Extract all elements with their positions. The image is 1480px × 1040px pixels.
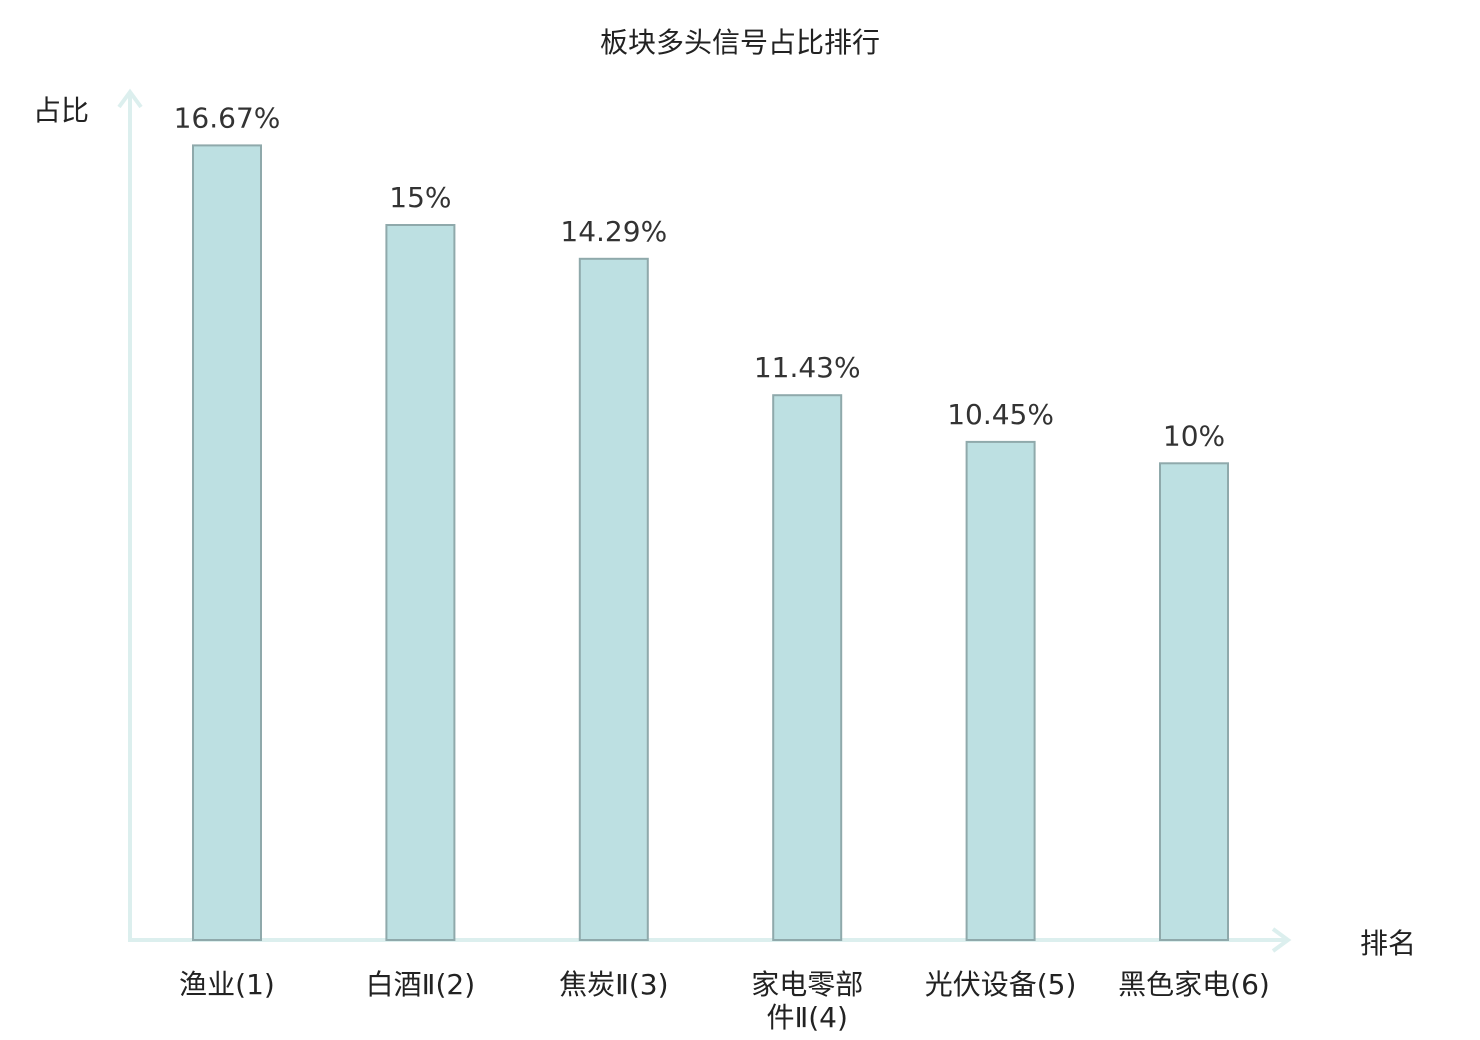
- x-tick-label: 光伏设备(5): [925, 968, 1077, 1001]
- x-tick-label: 焦炭Ⅱ(3): [559, 968, 668, 1001]
- x-axis-arrow: [1271, 927, 1292, 953]
- bar: [385, 224, 456, 941]
- bar-group: 16.67% 渔业(1) 15% 白酒Ⅱ(2) 14.29% 焦炭Ⅱ(3) 11.43% 家电…: [174, 101, 1270, 1034]
- bar: [965, 440, 1036, 941]
- chart-title: 板块多头信号占比排行: [600, 26, 880, 59]
- y-axis-arrow: [117, 88, 143, 109]
- bar-value-label: 11.43%: [754, 351, 861, 384]
- x-tick-label: 件Ⅱ(4): [766, 1001, 847, 1034]
- bar-value-label: 14.29%: [560, 215, 667, 248]
- bar: [1159, 462, 1229, 941]
- x-axis-label: 排名: [1360, 927, 1416, 960]
- bar: [192, 144, 262, 941]
- x-tick-label: 家电零部: [751, 968, 863, 1001]
- bar-value-label: 15%: [389, 181, 451, 214]
- bar-value-label: 16.67%: [174, 101, 281, 134]
- bar: [578, 257, 649, 941]
- bar-value-label: 10.45%: [947, 398, 1054, 431]
- bar: [772, 394, 843, 941]
- x-tick-label: 黑色家电(6): [1118, 968, 1270, 1001]
- x-tick-label: 白酒Ⅱ(2): [366, 968, 475, 1001]
- y-axis-label: 占比: [33, 94, 89, 127]
- bar-value-label: 10%: [1163, 419, 1225, 452]
- x-tick-label: 渔业(1): [179, 968, 275, 1001]
